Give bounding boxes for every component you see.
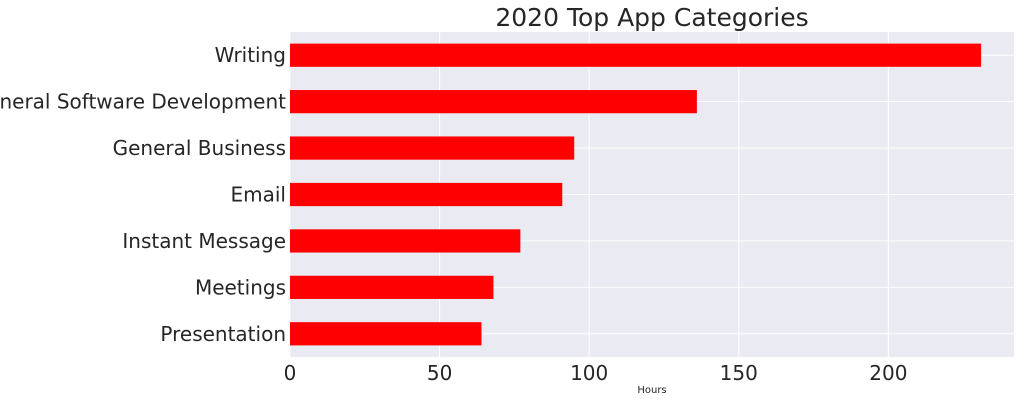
x-tick-label: 100 bbox=[570, 361, 608, 385]
bar bbox=[290, 182, 563, 207]
category-label: General Business bbox=[113, 136, 286, 160]
category-label: Email bbox=[231, 183, 287, 207]
x-tick-label: 150 bbox=[720, 361, 758, 385]
x-axis-label: Hours bbox=[637, 385, 666, 396]
bar bbox=[290, 90, 697, 114]
bar bbox=[290, 322, 482, 346]
category-label: General Software Development bbox=[0, 90, 286, 114]
x-tick-label: 200 bbox=[869, 361, 907, 385]
category-labels: Presentation Meetings Instant Message Email… bbox=[0, 43, 286, 346]
category-label: Presentation bbox=[160, 322, 286, 346]
x-tick-label: 50 bbox=[427, 361, 452, 385]
x-tick-labels: 0 50 100 150 200 bbox=[284, 361, 908, 385]
category-label: Meetings bbox=[195, 275, 286, 299]
chart-title: 2020 Top App Categories bbox=[495, 3, 808, 32]
bar bbox=[290, 229, 521, 253]
bar bbox=[290, 43, 982, 67]
bar bbox=[290, 136, 575, 160]
bars bbox=[290, 43, 982, 346]
x-tick-label: 0 bbox=[284, 361, 297, 385]
bar bbox=[290, 275, 494, 299]
category-label: Instant Message bbox=[122, 229, 286, 253]
category-label: Writing bbox=[215, 43, 286, 67]
